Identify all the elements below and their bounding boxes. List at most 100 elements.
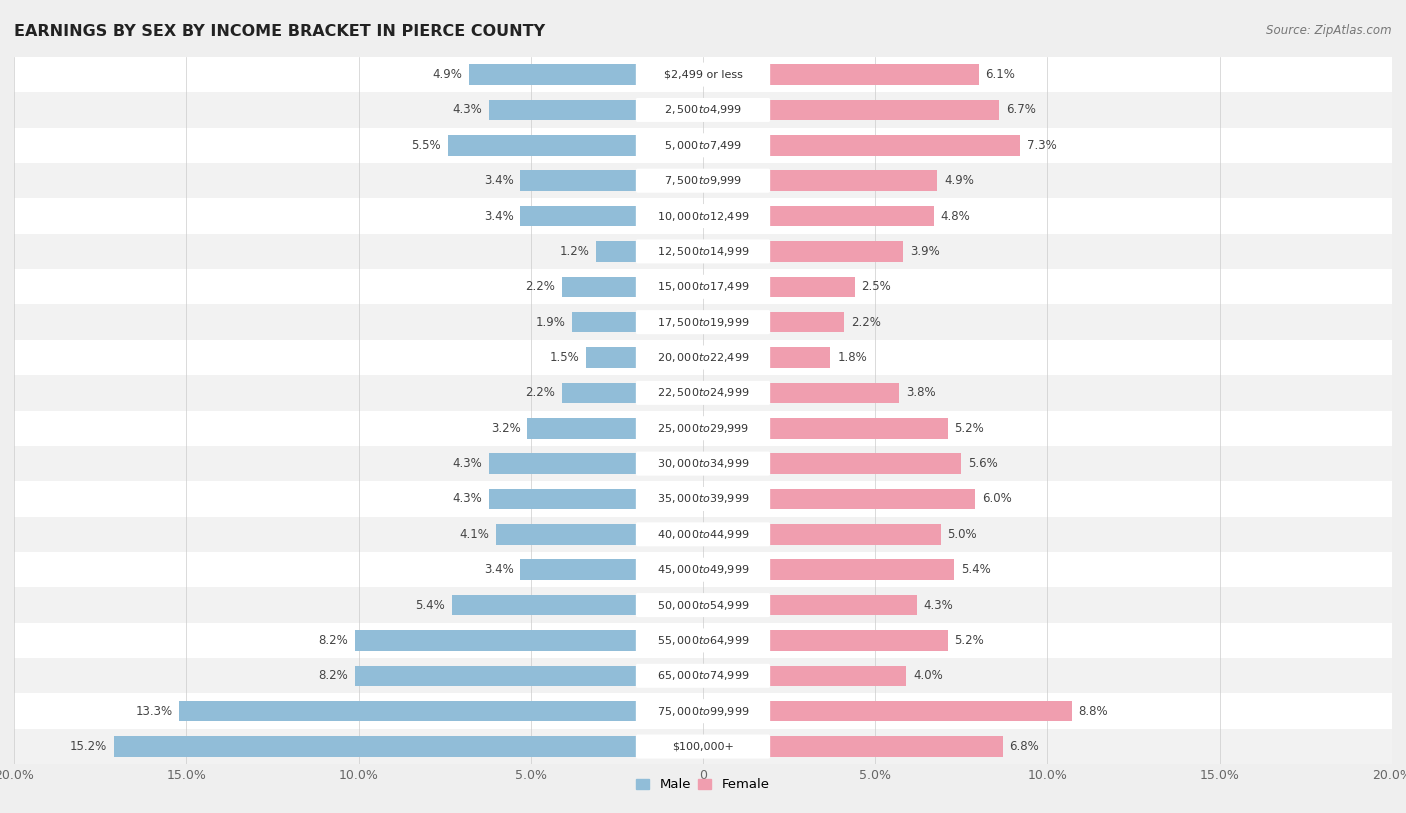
Text: EARNINGS BY SEX BY INCOME BRACKET IN PIERCE COUNTY: EARNINGS BY SEX BY INCOME BRACKET IN PIE… <box>14 24 546 39</box>
FancyBboxPatch shape <box>636 628 770 653</box>
Bar <box>449 135 637 155</box>
Text: 5.6%: 5.6% <box>969 457 998 470</box>
Text: 6.0%: 6.0% <box>981 493 1012 506</box>
FancyBboxPatch shape <box>636 558 770 582</box>
Bar <box>520 559 637 580</box>
FancyBboxPatch shape <box>636 310 770 334</box>
Text: $65,000 to $74,999: $65,000 to $74,999 <box>657 669 749 682</box>
Bar <box>14 269 1392 304</box>
FancyBboxPatch shape <box>636 487 770 511</box>
FancyBboxPatch shape <box>636 168 770 193</box>
Text: $2,499 or less: $2,499 or less <box>664 70 742 80</box>
Text: 2.2%: 2.2% <box>524 280 555 293</box>
Bar <box>14 693 1392 729</box>
FancyBboxPatch shape <box>636 275 770 299</box>
Bar <box>562 383 637 403</box>
Bar <box>769 312 844 333</box>
FancyBboxPatch shape <box>636 416 770 441</box>
Text: 6.8%: 6.8% <box>1010 740 1039 753</box>
Text: $15,000 to $17,499: $15,000 to $17,499 <box>657 280 749 293</box>
Text: $35,000 to $39,999: $35,000 to $39,999 <box>657 493 749 506</box>
Text: 3.4%: 3.4% <box>484 210 513 223</box>
Text: 2.2%: 2.2% <box>851 315 882 328</box>
Text: 8.2%: 8.2% <box>318 669 349 682</box>
Bar <box>520 171 637 191</box>
Bar <box>180 701 637 721</box>
Bar <box>468 64 637 85</box>
Text: 2.2%: 2.2% <box>524 386 555 399</box>
Bar <box>489 454 637 474</box>
Text: 4.9%: 4.9% <box>432 68 461 81</box>
Text: $45,000 to $49,999: $45,000 to $49,999 <box>657 563 749 576</box>
Bar <box>14 729 1392 764</box>
Bar <box>562 276 637 297</box>
Bar <box>356 630 637 650</box>
Bar <box>596 241 637 262</box>
Text: 5.2%: 5.2% <box>955 422 984 435</box>
FancyBboxPatch shape <box>636 593 770 617</box>
Bar <box>586 347 637 367</box>
Bar <box>769 135 1019 155</box>
Bar <box>14 552 1392 587</box>
FancyBboxPatch shape <box>636 98 770 122</box>
Text: $10,000 to $12,499: $10,000 to $12,499 <box>657 210 749 223</box>
Bar <box>14 128 1392 163</box>
Text: 1.8%: 1.8% <box>838 351 868 364</box>
Text: $55,000 to $64,999: $55,000 to $64,999 <box>657 634 749 647</box>
FancyBboxPatch shape <box>636 133 770 158</box>
Text: $22,500 to $24,999: $22,500 to $24,999 <box>657 386 749 399</box>
Text: 8.8%: 8.8% <box>1078 705 1108 718</box>
Bar <box>14 57 1392 92</box>
Text: $25,000 to $29,999: $25,000 to $29,999 <box>657 422 749 435</box>
Text: 4.8%: 4.8% <box>941 210 970 223</box>
Text: $12,500 to $14,999: $12,500 to $14,999 <box>657 245 749 258</box>
Text: $50,000 to $54,999: $50,000 to $54,999 <box>657 598 749 611</box>
Bar <box>14 233 1392 269</box>
Bar <box>14 92 1392 128</box>
FancyBboxPatch shape <box>636 663 770 688</box>
Bar <box>496 524 637 545</box>
Text: 1.9%: 1.9% <box>536 315 565 328</box>
Text: Source: ZipAtlas.com: Source: ZipAtlas.com <box>1267 24 1392 37</box>
Text: $40,000 to $44,999: $40,000 to $44,999 <box>657 528 749 541</box>
Bar <box>769 524 941 545</box>
Text: 3.2%: 3.2% <box>491 422 520 435</box>
Bar <box>489 489 637 509</box>
Text: $2,500 to $4,999: $2,500 to $4,999 <box>664 103 742 116</box>
Text: 4.3%: 4.3% <box>453 493 482 506</box>
Text: 4.3%: 4.3% <box>453 457 482 470</box>
Bar <box>769 347 831 367</box>
Bar <box>356 666 637 686</box>
Bar <box>14 163 1392 198</box>
FancyBboxPatch shape <box>636 204 770 228</box>
Bar <box>769 241 903 262</box>
Text: $5,000 to $7,499: $5,000 to $7,499 <box>664 139 742 152</box>
Text: 4.3%: 4.3% <box>924 598 953 611</box>
Text: $30,000 to $34,999: $30,000 to $34,999 <box>657 457 749 470</box>
Text: 4.0%: 4.0% <box>912 669 943 682</box>
Bar <box>14 446 1392 481</box>
Text: 6.7%: 6.7% <box>1007 103 1036 116</box>
Text: 3.9%: 3.9% <box>910 245 939 258</box>
Bar <box>14 411 1392 446</box>
Bar <box>14 340 1392 375</box>
Text: $17,500 to $19,999: $17,500 to $19,999 <box>657 315 749 328</box>
Text: 2.5%: 2.5% <box>862 280 891 293</box>
Bar <box>769 454 962 474</box>
Bar <box>14 517 1392 552</box>
Bar <box>527 418 637 438</box>
Text: 4.9%: 4.9% <box>945 174 974 187</box>
Bar <box>769 489 976 509</box>
Text: 8.2%: 8.2% <box>318 634 349 647</box>
Text: $75,000 to $99,999: $75,000 to $99,999 <box>657 705 749 718</box>
Bar <box>14 587 1392 623</box>
Text: 6.1%: 6.1% <box>986 68 1015 81</box>
FancyBboxPatch shape <box>636 522 770 546</box>
Text: $100,000+: $100,000+ <box>672 741 734 751</box>
Text: 3.4%: 3.4% <box>484 563 513 576</box>
Bar <box>489 100 637 120</box>
Text: 5.2%: 5.2% <box>955 634 984 647</box>
Text: 4.1%: 4.1% <box>460 528 489 541</box>
Bar <box>14 376 1392 411</box>
Text: 5.4%: 5.4% <box>415 598 444 611</box>
